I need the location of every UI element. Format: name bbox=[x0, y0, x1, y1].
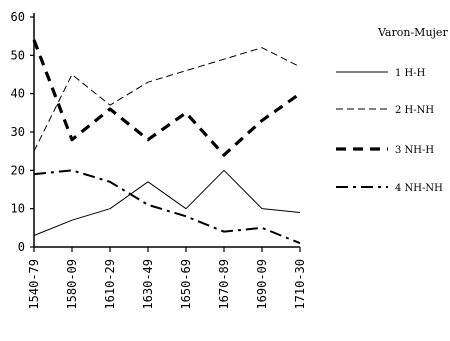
series-lines bbox=[32, 39, 301, 245]
y-tick-label: 60 bbox=[11, 10, 25, 24]
series-line-4 bbox=[33, 169, 301, 245]
x-tick-label: 1710-30 bbox=[293, 259, 307, 310]
legend-label: 3 NH-H bbox=[395, 145, 434, 156]
y-tick-label: 20 bbox=[11, 163, 25, 177]
legend-label: 4 NH-NH bbox=[395, 183, 443, 194]
x-tick-label: 1650-69 bbox=[179, 259, 193, 310]
x-tick-label: 1630-49 bbox=[141, 259, 155, 310]
legend-label: 1 H-H bbox=[395, 68, 426, 79]
y-tick-label: 0 bbox=[18, 240, 25, 254]
y-tick-label: 30 bbox=[11, 125, 25, 139]
x-tick-label: 1610-29 bbox=[103, 259, 117, 310]
x-tick-label: 1580-09 bbox=[65, 259, 79, 310]
series-line-2 bbox=[33, 47, 301, 152]
series-line-1 bbox=[33, 169, 301, 236]
series-line-3 bbox=[32, 39, 301, 157]
y-tick-label: 10 bbox=[11, 202, 25, 216]
y-tick-label: 50 bbox=[11, 48, 25, 62]
y-tick-label: 40 bbox=[11, 87, 25, 101]
legend-label: 2 H-NH bbox=[395, 105, 434, 116]
x-tick-label: 1690-09 bbox=[255, 259, 269, 310]
x-tick-label: 1540-79 bbox=[27, 259, 41, 310]
x-tick-label: 1670-89 bbox=[217, 259, 231, 310]
legend-title: Varon-Mujer bbox=[377, 26, 448, 39]
legend: Varon-Mujer 1 H-H 2 H-NH 3 NH-H 4 NH-NH bbox=[336, 26, 448, 194]
axes: 0 10 20 30 40 50 60 1540-79 1580-09 1610-29 1630-4… bbox=[11, 10, 307, 310]
